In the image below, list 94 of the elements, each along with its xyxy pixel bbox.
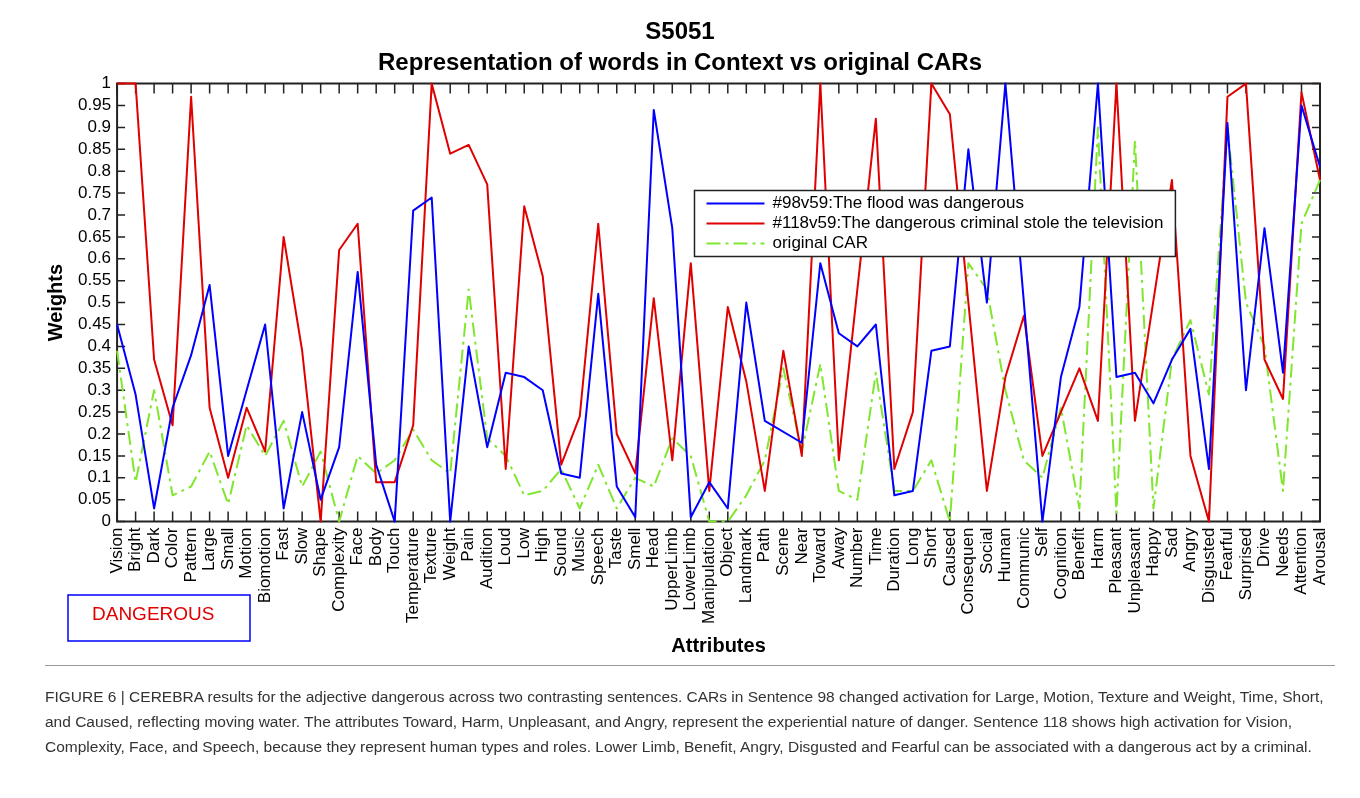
x-tick-label: Needs <box>1272 527 1292 577</box>
x-tick-label: Head <box>643 527 663 569</box>
legend-label: #98v59:The flood was dangerous <box>772 193 1024 213</box>
x-tick-label: Path <box>754 527 774 563</box>
x-tick-label: Near <box>791 527 811 565</box>
x-tick-label: Touch <box>384 527 404 573</box>
x-tick-label: Music <box>569 527 589 573</box>
x-tick-label: Texture <box>421 527 441 584</box>
y-tick-label: 0.35 <box>77 357 112 377</box>
text: DANGEROUS <box>92 603 215 625</box>
y-tick-label: 0.5 <box>87 292 112 312</box>
x-tick-label: Drive <box>1254 527 1274 568</box>
x-tick-label: LowerLimb <box>680 527 700 611</box>
x-tick-label: Harm <box>1087 527 1107 570</box>
y-tick-label: 0.7 <box>87 204 112 224</box>
x-tick-label: Disgusted <box>1198 527 1218 604</box>
caption: FIGURE 6 | CEREBRA results for the adjective dangerous across two contrasting sentences. CARs in Sentence 98 changed activation for Large, Motion, Texture and Weight, Time, Short, and Caused, reflecting moving water. The attributes Toward, Harm, Unpleasant, and Angry, represent the experiential nature of danger. Sentence 118 shows high activation for Vision, Complexity, Face, and Speech, because they represent human types and roles. Lower Limb, Benefit, Angry, Disgusted and Fearful can be associated with a dangerous act by a criminal. <box>45 665 1335 759</box>
x-tick-label: Sad <box>1161 527 1181 558</box>
x-tick-label: Number <box>847 527 867 589</box>
x-tick-label: Surprised <box>1235 527 1255 601</box>
y-tick-label: 0.1 <box>87 467 112 487</box>
x-tick-label: Pain <box>458 527 478 562</box>
x-tick-label: Time <box>865 527 885 565</box>
x-tick-label: Weight <box>439 527 459 581</box>
x-tick-label: Shape <box>310 527 330 577</box>
x-tick-label: Pleasant <box>1106 527 1126 594</box>
legend-label: original CAR <box>772 233 868 253</box>
x-tick-label: Social <box>976 527 996 574</box>
y-tick-label: 0.8 <box>87 160 112 180</box>
x-tick-label: Manipulation <box>698 527 718 625</box>
x-tick-label: Long <box>902 527 922 566</box>
x-tick-label: Landmark <box>735 527 755 604</box>
x-tick-label: Large <box>199 527 219 572</box>
x-tick-label: Taste <box>606 527 626 569</box>
x-tick-label: Scene <box>773 527 792 576</box>
x-tick-label: UpperLimb <box>661 527 681 611</box>
x-tick-label: Short <box>921 527 941 569</box>
y-axis-title: Weights <box>43 263 66 342</box>
x-tick-label: Object <box>717 527 737 577</box>
y-tick-label: 0.85 <box>77 138 112 158</box>
x-tick-label: Color <box>162 527 182 569</box>
x-tick-label: Temperature <box>402 527 422 624</box>
y-tick-label: 0.45 <box>77 314 112 334</box>
x-axis-title: Attributes <box>671 633 766 656</box>
x-tick-label: Audition <box>476 527 496 590</box>
x-tick-label: Fast <box>273 527 293 561</box>
chart-subtitle: Representation of words in Context vs original CARs <box>377 47 983 75</box>
y-tick-label: 0.9 <box>87 117 112 137</box>
y-tick-label: 0.95 <box>77 95 112 115</box>
x-tick-label: Happy <box>1143 527 1163 577</box>
y-tick-label: 0.55 <box>77 270 112 290</box>
x-tick-label: Cognition <box>1050 527 1070 600</box>
x-tick-label: Complexity <box>328 527 348 612</box>
x-tick-label: Self <box>1032 527 1052 557</box>
x-tick-label: Sound <box>550 527 570 577</box>
y-tick-label: 0.6 <box>87 248 112 268</box>
x-tick-label: Caused <box>939 527 959 587</box>
y-tick-label: 0.4 <box>87 336 112 356</box>
legend-label: #118v59:The dangerous criminal stole the television <box>772 213 1164 233</box>
x-tick-label: Toward <box>810 527 830 583</box>
x-tick-label: Attention <box>1291 527 1311 595</box>
x-tick-label: Consequen <box>958 527 978 615</box>
x-tick-label: Fearful <box>1217 527 1237 581</box>
x-tick-label: Biomotion <box>254 527 274 604</box>
x-tick-label: Away <box>828 527 848 569</box>
chart-title: S5051 <box>645 17 715 45</box>
x-tick-label: Body <box>365 527 385 567</box>
x-tick-label: Unpleasant <box>1124 527 1144 614</box>
x-tick-label: Communic <box>1013 527 1033 609</box>
x-tick-label: Face <box>347 527 367 566</box>
x-tick-label: Duration <box>884 527 904 592</box>
x-tick-label: Arousal <box>1309 527 1329 586</box>
x-tick-label: Bright <box>125 527 145 573</box>
x-tick-label: High <box>532 527 552 563</box>
x-tick-label: Smell <box>624 527 644 571</box>
x-tick-label: Slow <box>291 526 311 565</box>
x-tick-label: Human <box>995 527 1015 583</box>
x-tick-label: Low <box>513 526 533 559</box>
y-tick-label: 0.2 <box>87 423 112 443</box>
x-tick-label: Benefit <box>1069 527 1089 581</box>
x-tick-label: Angry <box>1180 527 1200 573</box>
y-tick-label: 0.15 <box>77 445 112 465</box>
x-tick-label: Motion <box>236 527 256 579</box>
y-tick-label: 0.25 <box>77 401 112 421</box>
y-tick-label: 1 <box>101 73 112 93</box>
x-tick-label: Loud <box>495 527 515 566</box>
y-tick-label: 0.65 <box>77 226 112 246</box>
x-tick-label: Speech <box>587 527 607 586</box>
y-tick-label: 0.75 <box>77 182 112 202</box>
y-tick-label: 0.3 <box>87 379 112 399</box>
x-tick-label: Small <box>217 527 237 571</box>
y-tick-label: 0.05 <box>77 489 112 509</box>
x-tick-label: Dark <box>143 527 163 564</box>
x-tick-label: Pattern <box>180 527 200 583</box>
